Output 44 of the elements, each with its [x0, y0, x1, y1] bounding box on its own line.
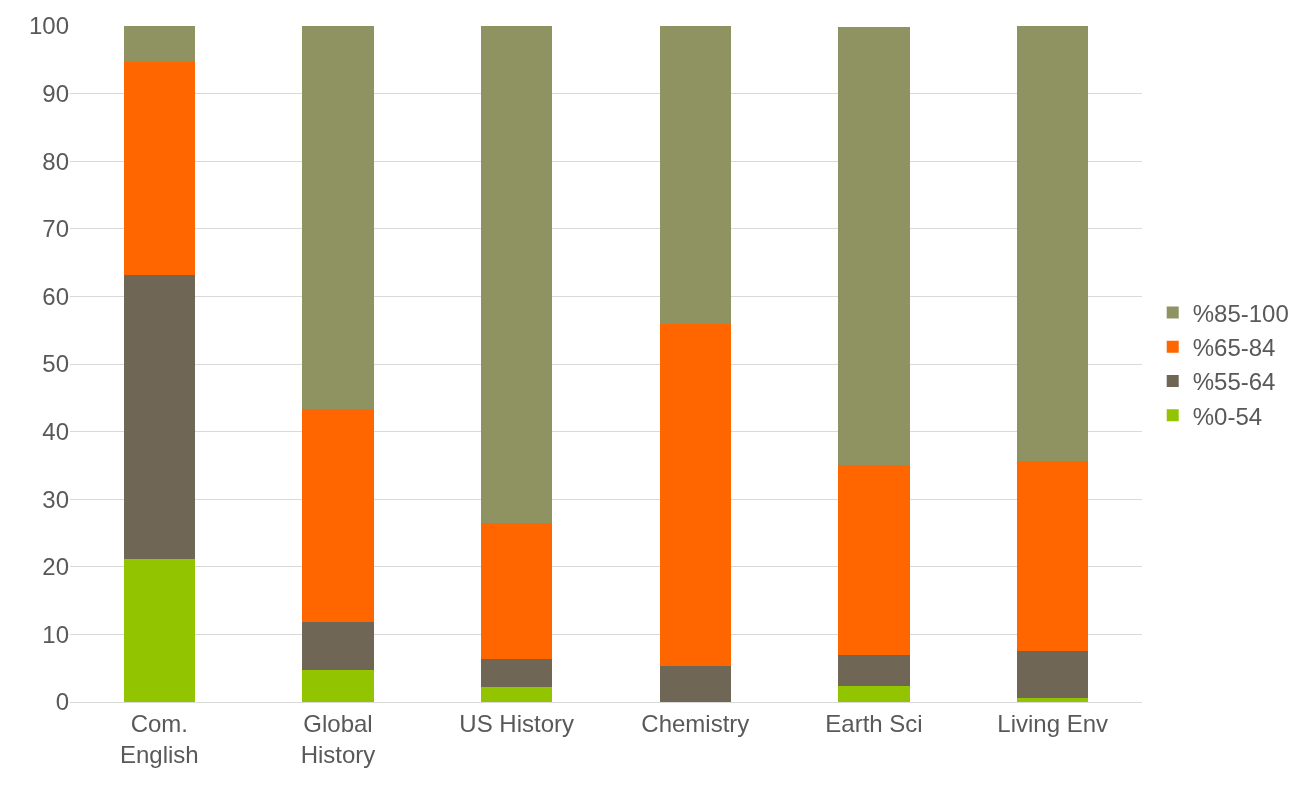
- y-tick-label: 20: [42, 553, 69, 581]
- bar: [480, 522, 553, 660]
- legend-label: %85-100: [1192, 299, 1289, 327]
- bar: [1016, 697, 1089, 702]
- x-tick-label: Living Env: [997, 709, 1109, 737]
- x-tick-label: Chemistry: [641, 709, 750, 737]
- bar: [302, 670, 374, 702]
- bar: [659, 26, 732, 325]
- bar: [1016, 26, 1089, 462]
- y-tick-label: 30: [42, 485, 69, 513]
- legend-label: %65-84: [1192, 334, 1276, 362]
- bar: [659, 324, 732, 666]
- y-tick-label: 70: [42, 215, 69, 243]
- bar: [838, 686, 910, 702]
- x-tick-label: US History: [459, 709, 575, 737]
- y-tick-label: 90: [42, 80, 69, 107]
- bar: [302, 26, 374, 410]
- bar: [302, 409, 374, 622]
- y-tick-label: 40: [42, 418, 69, 445]
- x-tick-label: Com. English: [119, 709, 199, 768]
- bar: [838, 464, 910, 655]
- bar: [1016, 461, 1089, 652]
- bar: [838, 654, 910, 687]
- bar: [123, 559, 196, 702]
- y-tick-label: 60: [42, 282, 69, 310]
- x-tick-label: Earth Sci: [825, 709, 923, 737]
- bar: [1016, 651, 1089, 698]
- bar: [480, 687, 553, 702]
- y-tick-label: 10: [42, 620, 69, 648]
- y-tick-label: 0: [55, 688, 69, 716]
- bar: [838, 26, 910, 465]
- bar: [302, 621, 374, 671]
- bar: [123, 274, 196, 560]
- legend-label: %0-54: [1192, 402, 1263, 430]
- y-tick-label: 80: [42, 147, 69, 175]
- y-tick-label: 50: [42, 350, 69, 378]
- bar: [123, 26, 196, 62]
- bar: [480, 26, 553, 523]
- bar: [480, 659, 553, 688]
- bar: [659, 665, 732, 702]
- y-tick-label: 100: [28, 12, 69, 40]
- x-tick-label: Global History: [300, 709, 376, 768]
- bar: [123, 61, 196, 275]
- legend-label: %55-64: [1192, 368, 1276, 396]
